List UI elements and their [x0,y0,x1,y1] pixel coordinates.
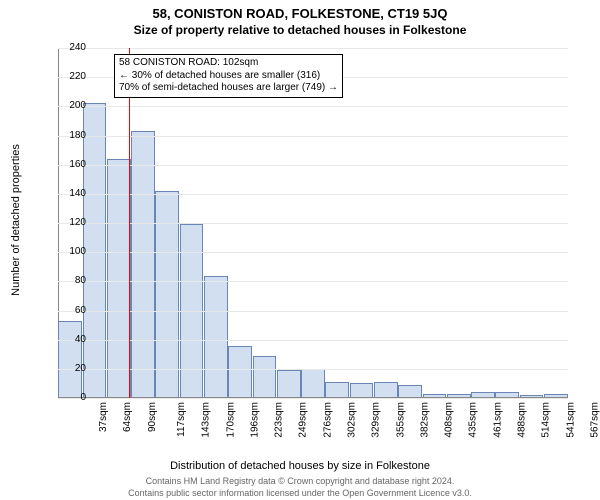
xtick-label: 329sqm [371,402,382,438]
gridline [58,48,568,49]
histogram-bar [83,103,107,398]
histogram-bar [253,356,277,398]
xtick-label: 514sqm [541,402,552,438]
histogram-bar [58,321,82,398]
info-line-1: 58 CONISTON ROAD: 102sqm [119,57,338,70]
info-box: 58 CONISTON ROAD: 102sqm ← 30% of detach… [114,54,343,98]
ytick-label: 40 [56,334,86,345]
ytick-label: 220 [56,71,86,82]
footer-line-2: Contains public sector information licen… [0,488,600,498]
ytick-label: 240 [56,42,86,53]
histogram-bar [301,369,325,398]
xtick-label: 435sqm [468,402,479,438]
xtick-label: 541sqm [565,402,576,438]
histogram-bar [204,276,228,399]
xtick-label: 355sqm [395,402,406,438]
chart-container: 58, CONISTON ROAD, FOLKESTONE, CT19 5JQ … [0,0,600,500]
gridline [58,223,568,224]
xtick-label: 90sqm [147,402,158,432]
gridline [58,340,568,341]
histogram-bar [228,346,252,399]
xtick-label: 117sqm [176,402,187,437]
xtick-label: 223sqm [274,402,285,438]
info-line-2: ← 30% of detached houses are smaller (31… [119,70,338,83]
xtick-label: 37sqm [98,402,109,432]
xtick-label: 302sqm [347,402,358,438]
xtick-label: 143sqm [201,402,212,438]
x-axis-label: Distribution of detached houses by size … [0,460,600,472]
gridline [58,252,568,253]
footer-line-1: Contains HM Land Registry data © Crown c… [0,476,600,486]
histogram-bar [350,383,374,398]
ytick-label: 200 [56,100,86,111]
marker-line [129,48,131,398]
gridline [58,106,568,107]
page-title: 58, CONISTON ROAD, FOLKESTONE, CT19 5JQ [0,0,600,21]
gridline [58,194,568,195]
xtick-label: 382sqm [419,402,430,438]
xtick-label: 488sqm [517,402,528,438]
ytick-label: 0 [56,392,86,403]
ytick-label: 180 [56,130,86,141]
xtick-label: 196sqm [249,402,260,438]
plot-area: 58 CONISTON ROAD: 102sqm ← 30% of detach… [58,48,568,398]
xtick-label: 276sqm [322,402,333,438]
histogram-bar [325,382,349,398]
info-line-3: 70% of semi-detached houses are larger (… [119,82,338,95]
gridline [58,369,568,370]
ytick-label: 100 [56,246,86,257]
xtick-label: 170sqm [225,402,236,438]
histogram-bar [374,382,398,398]
gridline [58,165,568,166]
histogram-bar [277,370,301,398]
ytick-label: 60 [56,305,86,316]
y-axis-label: Number of detached properties [10,144,22,296]
ytick-label: 160 [56,159,86,170]
xtick-label: 408sqm [444,402,455,438]
histogram-bar [155,191,179,398]
ytick-label: 120 [56,217,86,228]
gridline [58,281,568,282]
xtick-label: 64sqm [122,402,133,432]
xtick-label: 567sqm [589,402,600,438]
histogram-bar [131,131,155,398]
gridline [58,398,568,399]
gridline [58,311,568,312]
page-subtitle: Size of property relative to detached ho… [0,21,600,37]
xtick-label: 249sqm [298,402,309,438]
ytick-label: 80 [56,275,86,286]
ytick-label: 140 [56,188,86,199]
ytick-label: 20 [56,363,86,374]
xtick-label: 461sqm [492,402,503,438]
gridline [58,136,568,137]
